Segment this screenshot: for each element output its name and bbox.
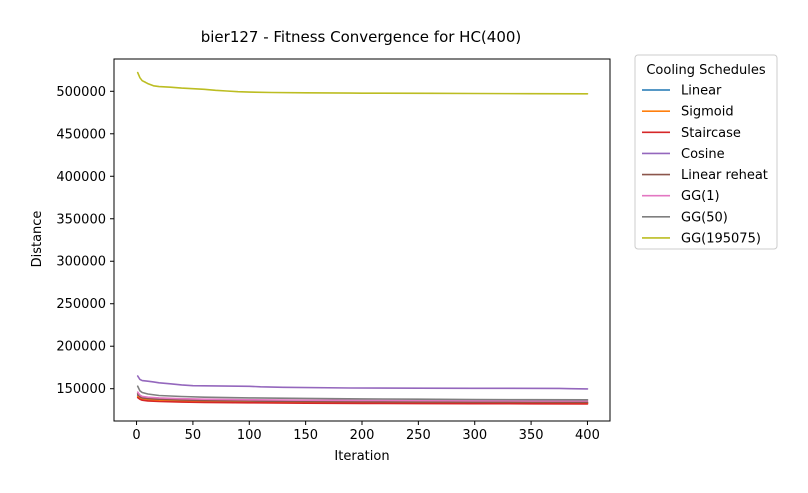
- legend-item-sigmoid: Sigmoid: [642, 105, 734, 120]
- legend-label: Sigmoid: [681, 105, 734, 120]
- y-tick-label: 200000: [56, 340, 106, 355]
- y-tick-label: 250000: [56, 297, 106, 312]
- series-line-cosine: [136, 375, 589, 390]
- legend-title: Cooling Schedules: [646, 63, 766, 78]
- x-tick-label: 0: [132, 428, 140, 443]
- legend-label: GG(1): [681, 189, 720, 204]
- legend-item-gg-1: GG(1): [642, 189, 720, 204]
- series-line-linear-reheat: [136, 393, 589, 403]
- x-axis-label: Iteration: [334, 449, 389, 464]
- x-tick-label: 150: [293, 428, 318, 443]
- legend-label: Linear reheat: [681, 168, 768, 183]
- legend-item-cosine: Cosine: [642, 147, 725, 162]
- legend-item-gg-195075: GG(195075): [642, 231, 761, 246]
- y-axis-label: Distance: [30, 211, 45, 268]
- legend-label: Linear: [681, 84, 722, 99]
- x-tick-label: 250: [406, 428, 431, 443]
- legend-items: Linear Sigmoid Staircase Cosine Linear rehea…: [642, 84, 768, 246]
- series-line-staircase: [136, 396, 589, 405]
- legend-label: GG(195075): [681, 231, 761, 246]
- y-tick-label: 300000: [56, 255, 106, 270]
- y-tick-label: 500000: [56, 85, 106, 100]
- legend-label: Cosine: [681, 147, 725, 162]
- y-tick-label: 450000: [56, 127, 106, 142]
- legend-label: GG(50): [681, 210, 728, 225]
- legend-label: Staircase: [681, 126, 741, 141]
- x-tick-label: 100: [237, 428, 262, 443]
- x-tick-label: 50: [185, 428, 202, 443]
- y-tick-label: 400000: [56, 170, 106, 185]
- x-tick-label: 300: [462, 428, 487, 443]
- x-tick-label: 400: [575, 428, 600, 443]
- plot-frame: [113, 58, 611, 422]
- x-tick-label: 200: [350, 428, 375, 443]
- series-layer: [136, 71, 589, 405]
- legend-item-gg-50: GG(50): [642, 210, 728, 225]
- legend: Cooling Schedules Linear Sigmoid Staircase…: [634, 54, 778, 250]
- y-tick-label: 350000: [56, 212, 106, 227]
- legend-box: [634, 54, 778, 250]
- axis-ticks: 0 50 100 150 200 250 300 350 400 150000 200000 2500…: [56, 85, 600, 443]
- y-tick-label: 150000: [56, 382, 106, 397]
- chart-title: bier127 - Fitness Convergence for HC(400…: [201, 28, 522, 46]
- series-line-gg-195075: [136, 71, 589, 95]
- series-line-gg-1: [136, 391, 589, 402]
- legend-item-staircase: Staircase: [642, 126, 741, 141]
- series-line-sigmoid: [136, 395, 589, 404]
- legend-item-linear: Linear: [642, 84, 722, 99]
- legend-item-linear-reheat: Linear reheat: [642, 168, 768, 183]
- series-line-gg-50: [136, 385, 589, 401]
- x-tick-label: 350: [519, 428, 544, 443]
